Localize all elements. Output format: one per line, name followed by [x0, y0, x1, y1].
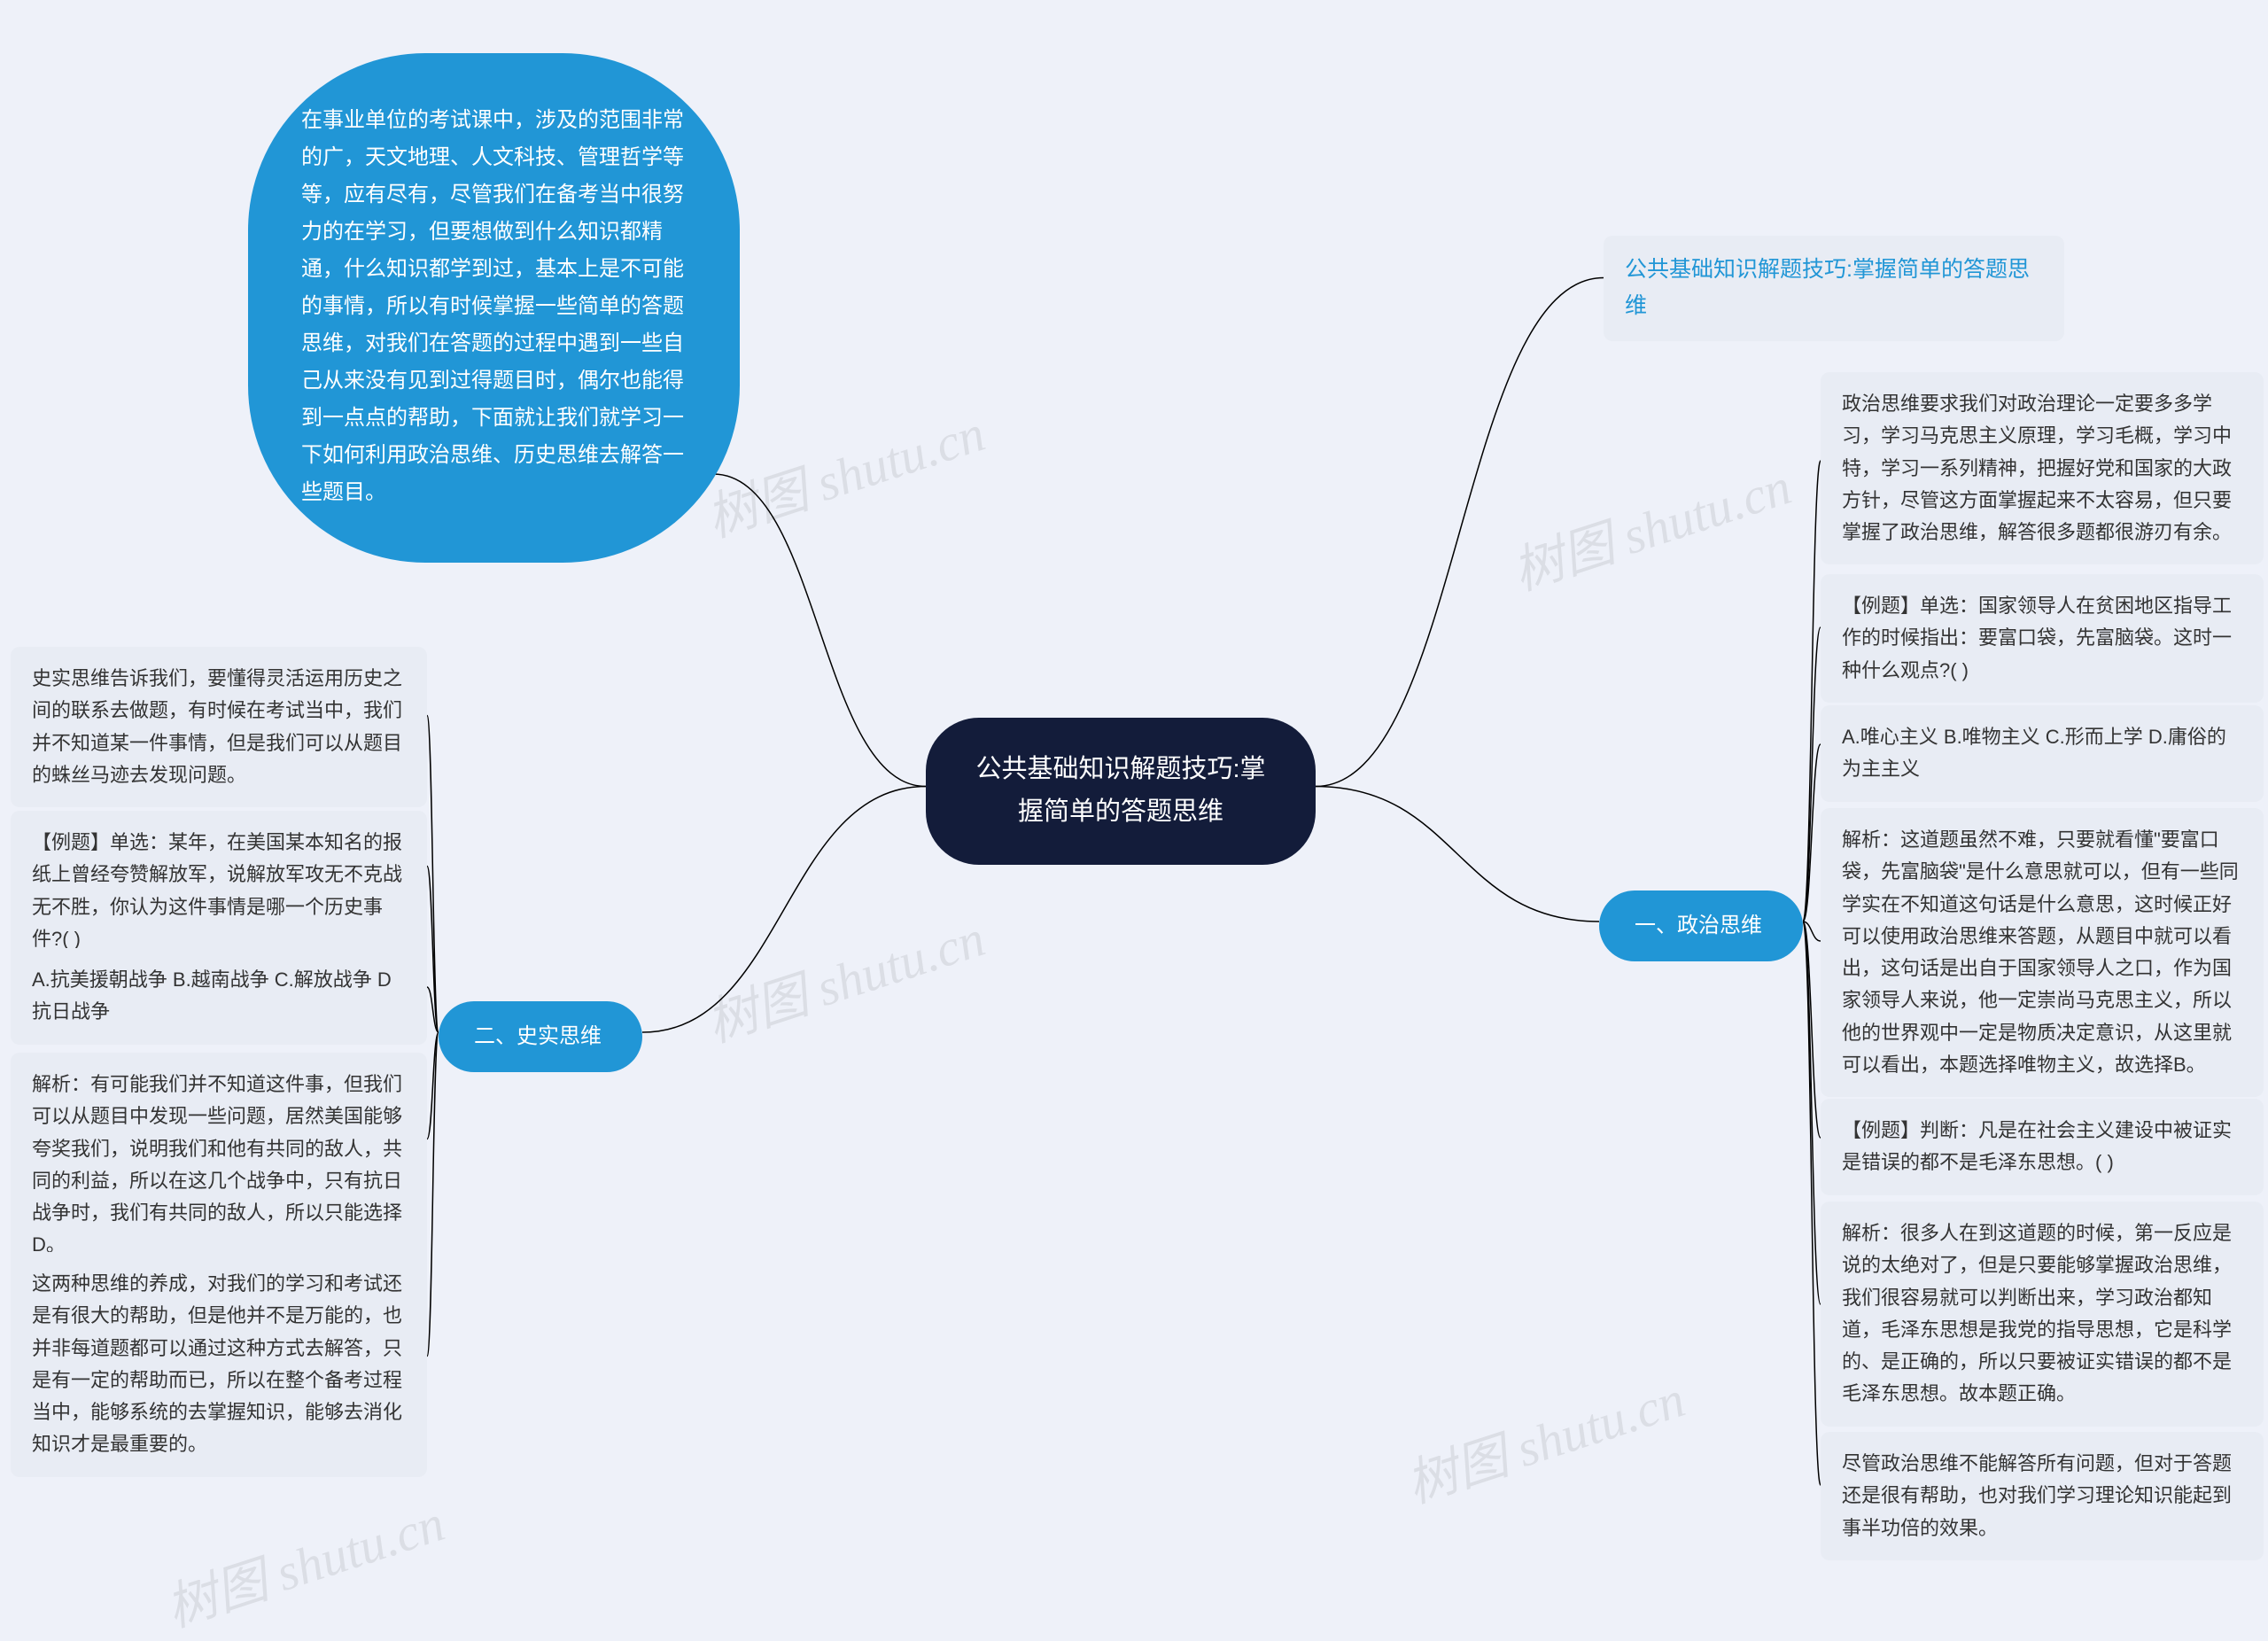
intro-node: 在事业单位的考试课中，涉及的范围非常的广，天文地理、人文科技、管理哲学等等，应有… [248, 53, 740, 563]
mindmap-canvas: 公共基础知识解题技巧:掌握简单的答题思维 在事业单位的考试课中，涉及的范围非常的… [0, 0, 2268, 1608]
right-leaf-1: 【例题】单选：国家领导人在贫困地区指导工作的时候指出：要富口袋，先富脑袋。这时一… [1821, 574, 2264, 703]
right-leaf-6: 尽管政治思维不能解答所有问题，但对于答题还是很有帮助，也对我们学习理论知识能起到… [1821, 1432, 2264, 1560]
center-node: 公共基础知识解题技巧:掌握简单的答题思维 [926, 718, 1316, 865]
watermark: 树图 shutu.cn [1395, 1357, 1692, 1517]
right-leaf-3: 解析：这道题虽然不难，只要就看懂"要富口袋，先富脑袋"是什么意思就可以，但有一些… [1821, 808, 2264, 1097]
branch-right: 一、政治思维 [1599, 890, 1803, 961]
watermark: 树图 shutu.cn [695, 392, 992, 551]
right-leaf-4: 【例题】判断：凡是在社会主义建设中被证实是错误的都不是毛泽东思想。( ) [1821, 1099, 2264, 1195]
right-leaf-0: 政治思维要求我们对政治理论一定要多多学习，学习马克思主义原理，学习毛概，学习中特… [1821, 372, 2264, 564]
left-leaf-3: 解析：有可能我们并不知道这件事，但我们可以从题目中发现一些问题，居然美国能够夸奖… [11, 1053, 427, 1278]
left-leaf-0: 史实思维告诉我们，要懂得灵活运用历史之间的联系去做题，有时候在考试当中，我们并不… [11, 647, 427, 807]
title-leaf: 公共基础知识解题技巧:掌握简单的答题思维 [1604, 236, 2064, 341]
right-leaf-5: 解析：很多人在到这道题的时候，第一反应是说的太绝对了，但是只要能够掌握政治思维，… [1821, 1202, 2264, 1427]
watermark: 树图 shutu.cn [1502, 445, 1798, 604]
left-leaf-2: A.抗美援朝战争 B.越南战争 C.解放战争 D抗日战争 [11, 948, 427, 1045]
watermark: 树图 shutu.cn [695, 897, 992, 1056]
left-leaf-1: 【例题】单选：某年，在美国某本知名的报纸上曾经夸赞解放军，说解放军攻无不克战无不… [11, 811, 427, 971]
left-leaf-4: 这两种思维的养成，对我们的学习和考试还是有很大的帮助，但是他并不是万能的，也并非… [11, 1252, 427, 1477]
watermark: 树图 shutu.cn [155, 1482, 452, 1641]
branch-left: 二、史实思维 [439, 1001, 642, 1072]
right-leaf-2: A.唯心主义 B.唯物主义 C.形而上学 D.庸俗的为主主义 [1821, 705, 2264, 802]
